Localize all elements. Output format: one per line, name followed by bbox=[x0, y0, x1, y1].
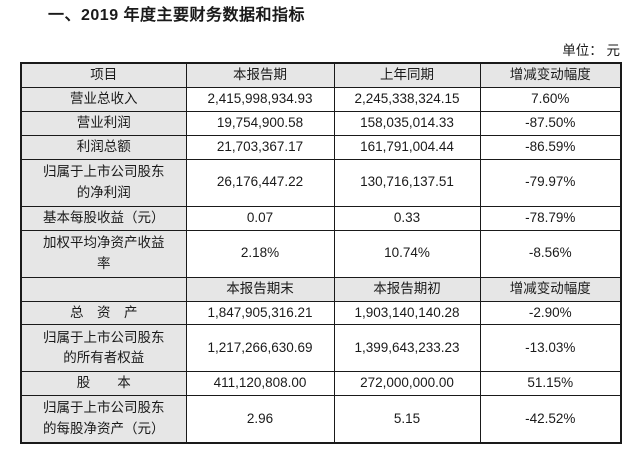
change-cell: -8.56% bbox=[479, 229, 622, 278]
prior-period-cell: 2,245,338,324.15 bbox=[333, 86, 481, 112]
row-label-cell: 利润总额 bbox=[20, 134, 187, 160]
header-cell-change: 增减变动幅度 bbox=[479, 276, 622, 302]
current-period-cell: 411,120,808.00 bbox=[185, 371, 335, 397]
header-cell-prior-period: 上年同期 bbox=[333, 62, 481, 88]
table-header-row-mid: 本报告期末 本报告期初 增减变动幅度 bbox=[20, 276, 622, 302]
row-label-cell: 归属于上市公司股东 的所有者权益 bbox=[20, 324, 187, 373]
unit-label: 单位： 元 bbox=[562, 43, 620, 58]
row-label-cell: 基本每股收益（元） bbox=[20, 205, 187, 231]
current-period-cell: 1,847,905,316.21 bbox=[185, 300, 335, 326]
change-cell: -86.59% bbox=[479, 134, 622, 160]
table-row-operating-profit: 营业利润 19,754,900.58 158,035,014.33 -87.50… bbox=[20, 110, 622, 136]
prior-period-cell: 272,000,000.00 bbox=[333, 371, 481, 397]
current-period-cell: 2,415,998,934.93 bbox=[185, 86, 335, 112]
table-row-owners-equity-attributable: 归属于上市公司股东 的所有者权益 1,217,266,630.69 1,399,… bbox=[20, 324, 622, 373]
header-cell-item-blank bbox=[20, 276, 187, 302]
current-period-cell: 1,217,266,630.69 bbox=[185, 324, 335, 373]
prior-period-cell: 130,716,137.51 bbox=[333, 158, 481, 207]
table-header-row-top: 项目 本报告期 上年同期 增减变动幅度 bbox=[20, 62, 622, 88]
prior-period-cell: 158,035,014.33 bbox=[333, 110, 481, 136]
table-row-total-revenue: 营业总收入 2,415,998,934.93 2,245,338,324.15 … bbox=[20, 86, 622, 112]
current-period-cell: 26,176,447.22 bbox=[185, 158, 335, 207]
financial-indicators-table: 项目 本报告期 上年同期 增减变动幅度 营业总收入 2,415,998,934.… bbox=[20, 62, 622, 444]
change-cell: -42.52% bbox=[479, 395, 622, 444]
row-label-cell: 归属于上市公司股东 的净利润 bbox=[20, 158, 187, 207]
row-label-cell: 归属于上市公司股东 的每股净资产（元） bbox=[20, 395, 187, 444]
table-row-weighted-avg-roe: 加权平均净资产收益 率 2.18% 10.74% -8.56% bbox=[20, 229, 622, 278]
prior-period-cell: 1,903,140,140.28 bbox=[333, 300, 481, 326]
change-cell: 7.60% bbox=[479, 86, 622, 112]
current-period-cell: 2.96 bbox=[185, 395, 335, 444]
change-cell: -79.97% bbox=[479, 158, 622, 207]
page-title: 一、2019 年度主要财务数据和指标 bbox=[48, 7, 306, 24]
prior-period-cell: 1,399,643,233.23 bbox=[333, 324, 481, 373]
row-label-cell: 营业利润 bbox=[20, 110, 187, 136]
table-row-net-assets-per-share: 归属于上市公司股东 的每股净资产（元） 2.96 5.15 -42.52% bbox=[20, 395, 622, 444]
prior-period-cell: 161,791,004.44 bbox=[333, 134, 481, 160]
header-cell-period-end: 本报告期末 bbox=[185, 276, 335, 302]
change-cell: -13.03% bbox=[479, 324, 622, 373]
change-cell: 51.15% bbox=[479, 371, 622, 397]
table-row-basic-eps: 基本每股收益（元） 0.07 0.33 -78.79% bbox=[20, 205, 622, 231]
current-period-cell: 2.18% bbox=[185, 229, 335, 278]
prior-period-cell: 0.33 bbox=[333, 205, 481, 231]
change-cell: -87.50% bbox=[479, 110, 622, 136]
table-row-share-capital: 股 本 411,120,808.00 272,000,000.00 51.15% bbox=[20, 371, 622, 397]
current-period-cell: 0.07 bbox=[185, 205, 335, 231]
prior-period-cell: 10.74% bbox=[333, 229, 481, 278]
row-label-cell: 加权平均净资产收益 率 bbox=[20, 229, 187, 278]
current-period-cell: 19,754,900.58 bbox=[185, 110, 335, 136]
table-row-net-profit-attributable: 归属于上市公司股东 的净利润 26,176,447.22 130,716,137… bbox=[20, 158, 622, 207]
change-cell: -2.90% bbox=[479, 300, 622, 326]
header-cell-change: 增减变动幅度 bbox=[479, 62, 622, 88]
table-row-total-profit: 利润总额 21,703,367.17 161,791,004.44 -86.59… bbox=[20, 134, 622, 160]
row-label-cell: 股 本 bbox=[20, 371, 187, 397]
row-label-cell: 营业总收入 bbox=[20, 86, 187, 112]
prior-period-cell: 5.15 bbox=[333, 395, 481, 444]
report-page: 一、2019 年度主要财务数据和指标 单位： 元 项目 本报告期 上年同期 增减… bbox=[0, 5, 640, 444]
header-cell-current-period: 本报告期 bbox=[185, 62, 335, 88]
change-cell: -78.79% bbox=[479, 205, 622, 231]
table-row-total-assets: 总 资 产 1,847,905,316.21 1,903,140,140.28 … bbox=[20, 300, 622, 326]
row-label-cell: 总 资 产 bbox=[20, 300, 187, 326]
header-cell-period-begin: 本报告期初 bbox=[333, 276, 481, 302]
header-cell-item: 项目 bbox=[20, 62, 187, 88]
current-period-cell: 21,703,367.17 bbox=[185, 134, 335, 160]
